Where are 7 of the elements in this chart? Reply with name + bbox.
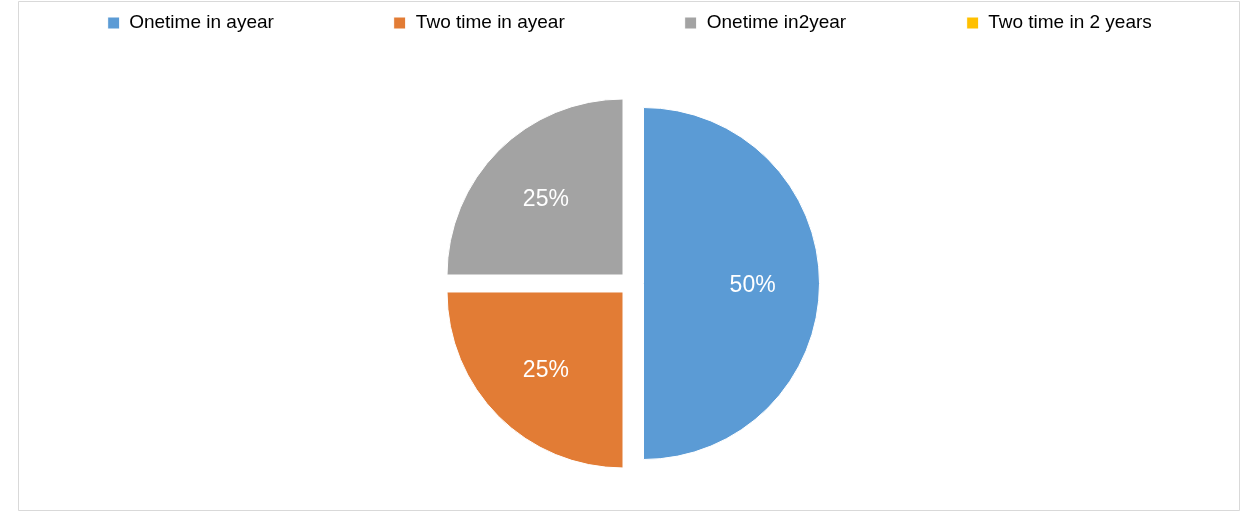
legend-label: Onetime in ayear xyxy=(129,11,274,33)
data-label: 25% xyxy=(522,356,569,383)
data-label: 50% xyxy=(729,270,776,297)
legend-label: Two time in ayear xyxy=(415,11,565,33)
legend-label: Onetime in2year xyxy=(706,11,847,33)
legend-label: Two time in 2 years xyxy=(988,11,1152,33)
data-label: 25% xyxy=(522,184,569,211)
